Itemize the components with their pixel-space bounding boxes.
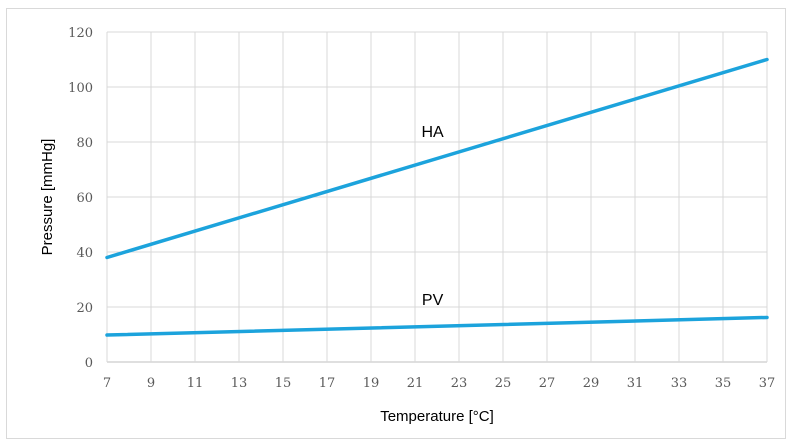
x-tick-label: 27 xyxy=(539,376,556,391)
x-tick-label: 21 xyxy=(407,376,424,391)
x-tick-label: 37 xyxy=(759,376,776,391)
y-tick-label: 100 xyxy=(68,81,93,96)
tick-labels: 0 20 40 60 80 100 120 7 9 11 13 15 17 19 21 23 25 27 29 31 3… xyxy=(68,26,775,391)
x-axis-title: Temperature [°C] xyxy=(380,408,494,425)
x-tick-label: 31 xyxy=(627,376,644,391)
x-tick-label: 35 xyxy=(715,376,732,391)
y-tick-label: 60 xyxy=(76,191,93,206)
series-label-ha: HA xyxy=(421,124,444,141)
x-tick-label: 7 xyxy=(103,376,111,391)
x-tick-label: 25 xyxy=(495,376,512,391)
series-line-ha xyxy=(105,57,769,260)
chart-frame xyxy=(6,8,786,439)
series-label-pv: PV xyxy=(422,292,444,309)
x-tick-label: 13 xyxy=(231,376,248,391)
y-tick-label: 40 xyxy=(76,246,93,261)
x-tick-label: 29 xyxy=(583,376,600,391)
x-tick-label: 33 xyxy=(671,376,688,391)
x-tick-label: 17 xyxy=(319,376,336,391)
y-tick-label: 120 xyxy=(68,26,93,41)
x-tick-label: 15 xyxy=(275,376,292,391)
y-axis-title: Pressure [mmHg] xyxy=(39,139,56,256)
x-tick-label: 11 xyxy=(187,376,204,391)
series-lines xyxy=(105,57,769,337)
y-tick-label: 0 xyxy=(85,356,93,371)
y-tick-label: 80 xyxy=(76,136,93,151)
x-tick-label: 19 xyxy=(363,376,380,391)
grid xyxy=(106,31,768,363)
series-labels: HA PV xyxy=(421,124,444,309)
x-tick-label: 9 xyxy=(147,376,155,391)
series-line-pv xyxy=(105,315,769,337)
x-tick-label: 23 xyxy=(451,376,468,391)
y-tick-label: 20 xyxy=(76,301,93,316)
